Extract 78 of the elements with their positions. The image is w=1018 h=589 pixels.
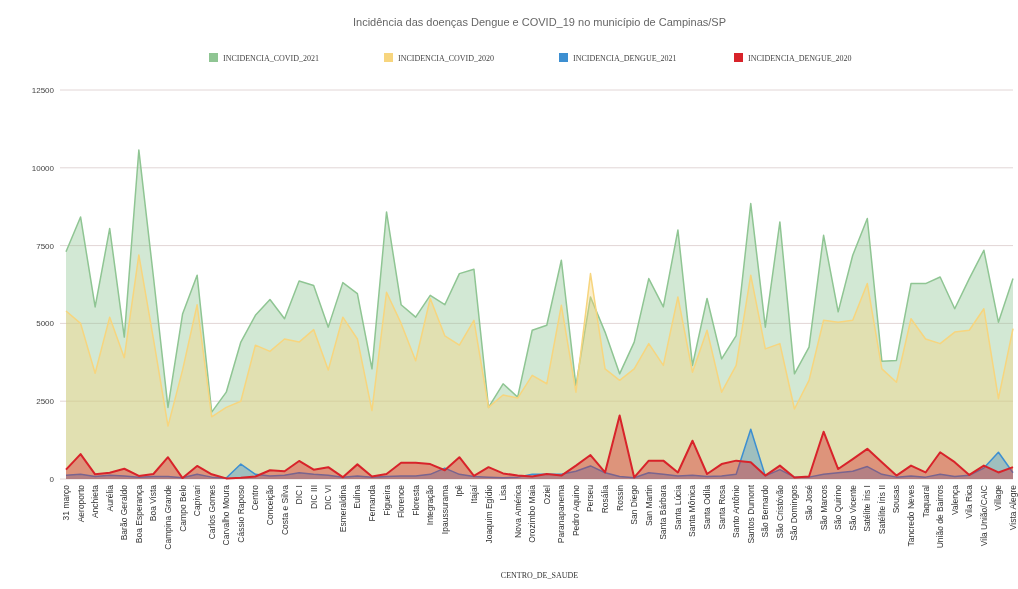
x-tick-label: Valença (949, 484, 960, 516)
x-tick-label: Santos Dumont (745, 484, 756, 544)
x-tick-label: Itajaí (468, 484, 479, 504)
x-tick-label: Satélite Íris I (862, 485, 873, 532)
x-tick-label: Barão Geraldo (119, 484, 130, 541)
y-tick-label: 5000 (36, 319, 55, 329)
y-tick-label: 7500 (36, 241, 55, 251)
x-tick-label: Anchieta (90, 484, 101, 519)
x-tick-label: Florence (396, 484, 407, 519)
x-tick-label: Pedro Aquino (570, 484, 581, 537)
x-tick-label: Aeroporto (75, 484, 86, 523)
x-tick-label: 31 março (61, 484, 71, 521)
x-tick-label: Ipê (454, 484, 465, 497)
x-tick-label: Campo Belo (177, 484, 188, 532)
x-tick-label: Floresta (410, 484, 421, 516)
x-tick-label: Boa Vista (148, 484, 159, 522)
x-tick-label: Figueira (381, 484, 392, 516)
x-tick-label: Fernanda (366, 484, 377, 522)
x-tick-label: Capivari (192, 484, 203, 517)
x-tick-label: Satélite Íris II (876, 485, 887, 535)
legend-label: INCIDENCIA_COVID_2020 (398, 54, 494, 63)
x-tick-label: São Cristóvão (774, 484, 785, 539)
x-tick-label: Centro (250, 484, 261, 511)
x-tick-label: Boa Esperança (133, 484, 144, 544)
x-tick-label: Taquaral (920, 484, 931, 518)
x-tick-label: DIC VI (323, 485, 334, 511)
x-tick-label: São Vicente (847, 484, 858, 531)
legend-label: INCIDENCIA_DENGUE_2021 (573, 54, 677, 63)
y-tick-label: 2500 (36, 397, 55, 407)
x-tick-label: Vila União/CAIC (978, 485, 989, 547)
x-tick-label: Vista Alegre (1008, 484, 1018, 531)
y-tick-label: 12500 (31, 86, 55, 95)
x-tick-label: Costa e Silva (279, 484, 290, 536)
x-tick-label: Joaquim Egídio (483, 484, 494, 544)
x-tick-label: São Domingos (789, 485, 800, 541)
x-tick-label: Santa Rosa (716, 484, 727, 530)
x-tick-label: San Diego (629, 484, 640, 525)
x-tick-label: União de Bairros (935, 485, 946, 549)
x-tick-label: Santa Bárbara (658, 484, 669, 540)
x-tick-label: Vila Rica (964, 484, 975, 519)
x-tick-label: DIC I (294, 485, 305, 505)
x-tick-label: Tancredo Neves (906, 485, 917, 547)
x-tick-label: Santa Mônica (687, 484, 698, 537)
x-tick-label: Eulina (352, 484, 363, 509)
x-tick-label: São Quirino (833, 484, 844, 530)
x-tick-label: Carlos Gomes (206, 485, 217, 540)
x-tick-label: San Martin (643, 484, 654, 527)
x-tick-label: São Marcos (818, 485, 829, 531)
x-tick-label: Ipaussurama (439, 484, 450, 535)
x-tick-label: Oziel (541, 484, 552, 505)
y-tick-label: 0 (49, 475, 55, 484)
x-tick-label: Santa Lúcia (672, 484, 683, 530)
legend-label: INCIDENCIA_DENGUE_2020 (748, 54, 852, 63)
chart-title: Incidência das doenças Dengue e COVID_19 no município de Campinas/SP (352, 16, 727, 28)
x-tick-label: Orozimbo Maia (527, 484, 538, 543)
x-tick-label: DIC III (308, 485, 319, 510)
x-tick-label: Carvalho Moura (221, 484, 232, 546)
x-tick-label: Campina Grande (162, 484, 173, 550)
x-tick-label: Village (993, 484, 1004, 511)
x-tick-label: Conceição (264, 484, 275, 526)
x-axis-title: CENTRO_DE_SAUDE (500, 571, 579, 580)
x-tick-label: São José (804, 484, 815, 521)
x-tick-label: Paranapanema (556, 484, 567, 544)
x-tick-label: Rossin (614, 484, 625, 511)
x-tick-label: Rosália (600, 484, 611, 514)
y-tick-label: 10000 (31, 163, 55, 173)
x-tick-label: Santo Antônio (731, 484, 742, 538)
legend-label: INCIDENCIA_COVID_2021 (223, 54, 319, 63)
x-tick-label: Nova América (512, 484, 523, 538)
x-tick-label: Integração (425, 484, 436, 526)
x-tick-label: Lisa (498, 484, 509, 501)
x-tick-label: Santa Odila (702, 484, 713, 530)
x-tick-label: Perseu (585, 484, 596, 512)
x-tick-label: Cássio Raposo (235, 484, 246, 543)
x-tick-label: Esmeraldina (337, 484, 348, 533)
x-tick-label: Sousas (891, 485, 902, 514)
x-tick-label: Aurélia (104, 484, 115, 512)
x-tick-label: São Bernardo (760, 484, 771, 538)
